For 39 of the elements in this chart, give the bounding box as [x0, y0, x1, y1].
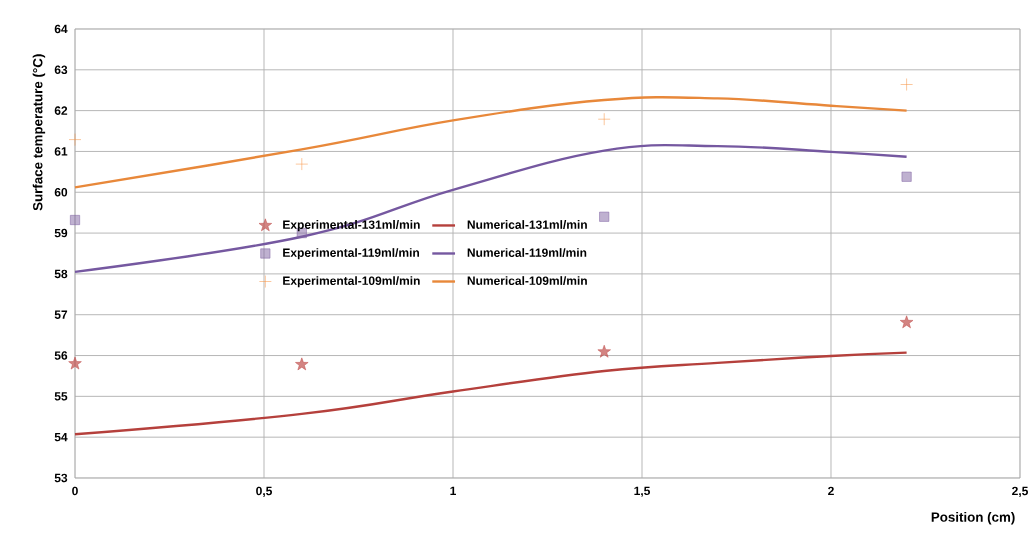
y-tick-label: 56	[54, 351, 68, 360]
point	[70, 215, 80, 225]
point	[597, 112, 611, 126]
line-series	[73, 351, 908, 436]
y-tick-label: 61	[54, 147, 68, 156]
x-tick-label: 2,5	[1012, 486, 1028, 497]
point	[599, 211, 610, 222]
y-tick-label: 62	[54, 106, 68, 115]
x-tick-label: 0	[72, 486, 78, 496]
y-axis-title: Surface temperature (°C)	[32, 54, 46, 211]
point	[295, 357, 309, 371]
x-tick-label: 1,5	[634, 486, 651, 497]
y-tick-label: 59	[54, 228, 68, 238]
x-tick-label: 1	[450, 486, 456, 495]
line-series	[73, 143, 908, 274]
legend-label: Numerical-119ml/min	[467, 248, 587, 258]
legend-label: Numerical-131ml/min	[467, 220, 587, 230]
point	[295, 157, 309, 171]
y-tick-label: 54	[54, 432, 68, 442]
x-tick-label: 2	[828, 486, 834, 496]
point	[597, 344, 611, 358]
point	[68, 133, 82, 146]
y-tick-label: 63	[54, 65, 68, 75]
y-tick-label: 53	[54, 473, 68, 483]
point	[901, 171, 912, 182]
legend-label: Numerical-109ml/min	[467, 276, 587, 286]
y-tick-label: 60	[54, 188, 68, 197]
point	[900, 78, 913, 91]
legend-label: Experimental-119ml/min	[283, 248, 419, 260]
y-tick-label: 55	[54, 392, 68, 401]
y-tick-label: 57	[54, 310, 68, 319]
point	[68, 356, 82, 370]
x-tick-label: 0,5	[256, 486, 273, 497]
line-series	[73, 96, 908, 189]
legend-label: Experimental-109ml/min	[283, 276, 420, 288]
x-axis-title: Position (cm)	[931, 512, 1015, 525]
y-tick-label: 58	[54, 269, 68, 279]
point	[899, 315, 914, 329]
y-tick-label: 64	[54, 24, 68, 34]
